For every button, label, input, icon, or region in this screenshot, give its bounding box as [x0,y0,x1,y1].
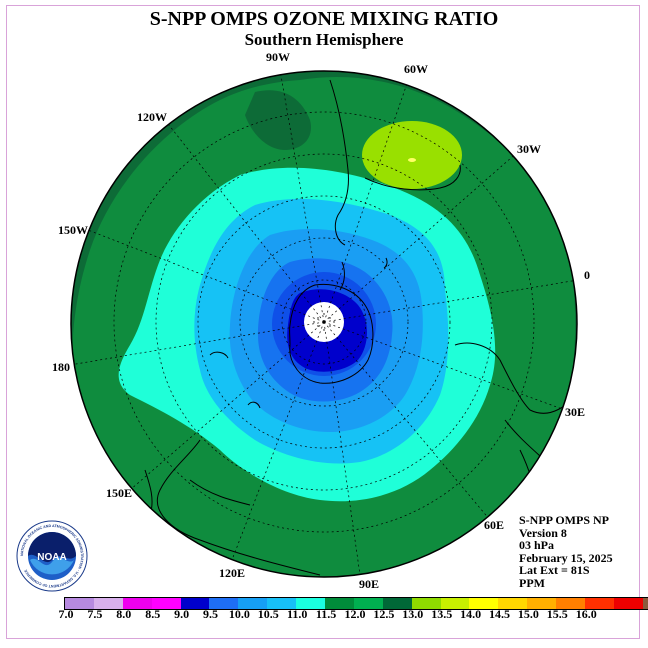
colorbar-swatch [267,598,297,609]
info-level: 03 hPa [519,538,555,552]
lon-label-150e: 150E [106,486,133,500]
map-title: S-NPP OMPS OZONE MIXING RATIO [149,8,499,30]
info-lat-ext: Lat Ext = 81S [519,563,590,577]
pole-marker [313,313,335,331]
colorbar [64,597,648,610]
colorbar-swatch [65,598,94,609]
lon-label-120e: 120E [219,566,246,580]
info-date: February 15, 2025 [519,550,613,565]
colorbar-tick-label: 7.5 [87,607,103,621]
info-product: S-NPP OMPS NP [519,513,609,527]
lon-label-150w: 150W [58,223,88,237]
lon-label-30w: 30W [517,142,541,156]
colorbar-swatch [180,598,210,609]
ozone-band-12.0-core [408,158,416,162]
colorbar-swatch [151,598,181,609]
colorbar-tick-label: 9.5 [203,607,218,621]
colorbar-tick-label: 13.0 [402,607,424,621]
colorbar-tick-label: 16.0 [575,607,597,621]
info-units: PPM [519,575,545,590]
colorbar-swatch [411,598,441,609]
colorbar-tick-label: 9.0 [174,607,190,621]
colorbar-tick-label: 15.0 [517,607,539,621]
ozone-band-11.0-inner [245,90,311,150]
colorbar-tick-label: 14.0 [460,607,482,621]
colorbar-tick-label: 14.5 [489,607,510,621]
lon-label-60e: 60E [484,518,505,532]
colorbar-swatch [353,598,383,609]
colorbar-tick-label: 12.0 [344,607,366,621]
coastlines [144,79,577,576]
colorbar-tick-label: 12.5 [373,607,395,621]
info-version: Version 8 [519,525,567,540]
colorbar-swatch [440,598,470,609]
colorbar-swatch [93,598,123,609]
colorbar-swatch [469,598,499,609]
ozone-band-12.0 [362,121,462,189]
graticule [71,71,577,576]
lon-label-90e: 90E [359,577,380,591]
map-subtitle: Southern Hemisphere [244,30,404,49]
colorbar-tick-label: 7.0 [58,607,74,621]
colorbar-swatch [209,598,239,609]
colorbar-tick-label: 11.0 [287,607,308,621]
colorbar-swatch [238,598,268,609]
colorbar-swatch [296,598,326,609]
noaa-logo: NOAA NATIONAL OCEANIC AND ATMOSPHERIC AD… [16,520,88,592]
colorbar-ticks: 7.0 7.5 8.0 8.5 9.0 9.5 10.0 10.5 11.0 11.5 12.0 12… [0,607,648,623]
colorbar-swatch [498,598,528,609]
colorbar-tick-label: 10.5 [257,607,279,621]
colorbar-swatch [325,598,354,609]
colorbar-tick-label: 11.5 [315,607,337,621]
colorbar-tick-label: 8.0 [116,607,132,621]
colorbar-swatch [613,598,643,609]
noaa-logo-text: NOAA [37,552,66,563]
colorbar-swatch [527,598,557,609]
colorbar-tick-label: 13.5 [431,607,453,621]
map-border [70,70,578,578]
figure-frame [6,5,640,639]
colorbar-swatch [642,598,648,609]
colorbar-swatch [382,598,412,609]
colorbar-tick-label: 10.0 [228,607,250,621]
info-block: S-NPP OMPS NP Version 8 03 hPa February … [519,514,613,589]
colorbar-tick-label: 15.5 [546,607,568,621]
lon-label-180: 180 [52,360,70,374]
colorbar-swatch [585,598,614,609]
lon-label-120w: 120W [137,110,167,124]
lon-label-0: 0 [584,268,590,282]
lon-label-30e: 30E [565,405,586,419]
lon-label-60w: 60W [404,62,428,76]
colorbar-swatch [122,598,152,609]
lon-label-90w: 90W [266,50,290,64]
colorbar-tick-label: 8.5 [145,607,161,621]
colorbar-swatch [556,598,586,609]
